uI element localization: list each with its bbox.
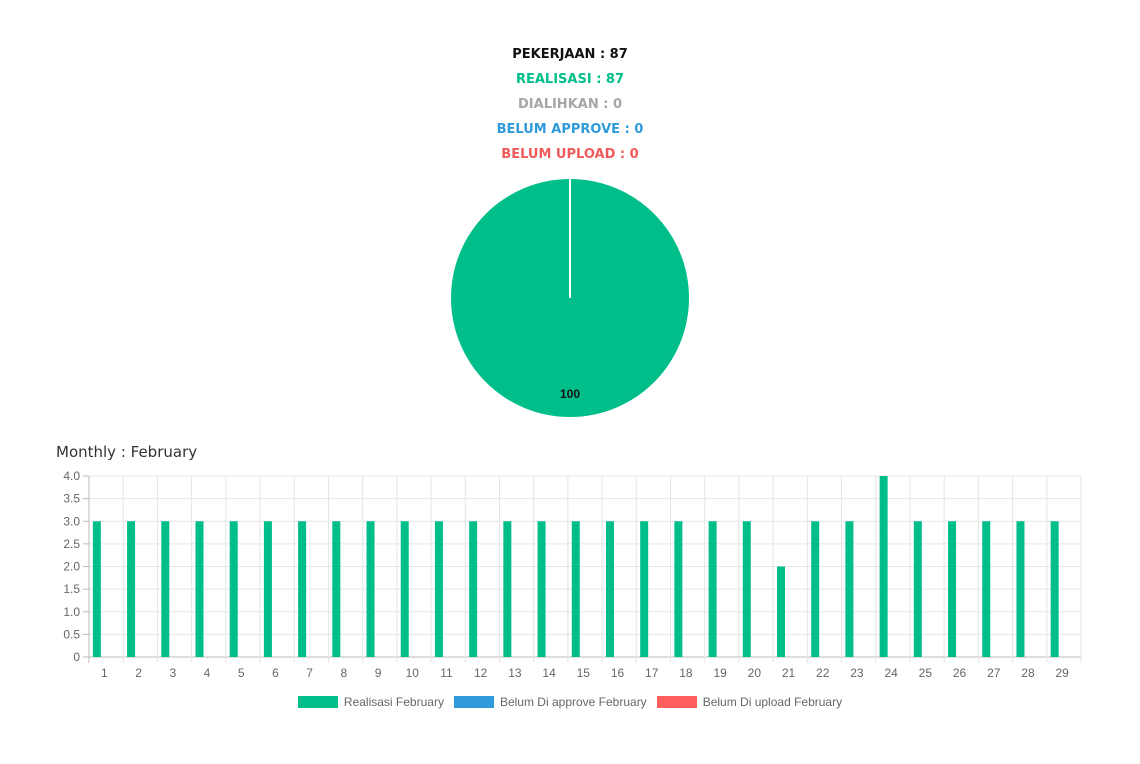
monthly-title: Monthly : February — [56, 443, 198, 461]
x-tick-label: 17 — [645, 666, 659, 680]
legend-swatch — [453, 696, 494, 708]
x-tick-label: 27 — [987, 666, 1001, 680]
x-tick-label: 23 — [850, 666, 864, 680]
legend-swatch — [297, 696, 338, 708]
bar[interactable] — [605, 521, 614, 657]
legend-item[interactable]: Belum Di approve February — [453, 695, 647, 709]
bar[interactable] — [674, 521, 683, 657]
bar[interactable] — [913, 521, 922, 657]
x-tick-label: 12 — [474, 666, 488, 680]
stat-belum-upload: BELUM UPLOAD : 0 — [501, 147, 639, 162]
bar[interactable] — [298, 521, 307, 657]
stats-summary: PEKERJAAN : 87 REALISASI : 87 DIALIHKAN … — [0, 42, 1140, 167]
legend-label: Belum Di upload February — [702, 695, 843, 709]
x-tick-label: 29 — [1056, 666, 1070, 680]
x-tick-label: 2 — [135, 666, 142, 680]
legend-item[interactable]: Belum Di upload February — [656, 695, 843, 709]
y-tick-label: 2.0 — [63, 560, 80, 574]
bar[interactable] — [982, 521, 991, 657]
y-tick-label: 1.0 — [63, 605, 80, 619]
bar[interactable] — [263, 521, 272, 657]
bar[interactable] — [879, 476, 888, 657]
x-tick-label: 8 — [340, 666, 347, 680]
monthly-bar-chart[interactable]: 00.51.01.52.02.53.03.54.01 2 3 4 5 6 7 8 9 10 11 12… — [0, 466, 1140, 691]
bar[interactable] — [161, 521, 170, 657]
y-tick-label: 0 — [73, 650, 80, 664]
x-tick-label: 19 — [713, 666, 727, 680]
legend-label: Belum Di approve February — [499, 695, 647, 709]
y-tick-label: 3.0 — [63, 514, 80, 528]
stat-dialihkan: DIALIHKAN : 0 — [518, 97, 622, 112]
x-tick-label: 10 — [406, 666, 420, 680]
y-tick-label: 2.5 — [63, 537, 80, 551]
x-tick-label: 1 — [101, 666, 108, 680]
x-tick-label: 5 — [238, 666, 245, 680]
bar[interactable] — [948, 521, 957, 657]
bar[interactable] — [503, 521, 512, 657]
x-tick-label: 20 — [748, 666, 762, 680]
bar[interactable] — [571, 521, 580, 657]
bar[interactable] — [332, 521, 341, 657]
chart-legend[interactable]: Realisasi February Belum Di approve Febru… — [0, 695, 1140, 709]
x-tick-label: 9 — [375, 666, 382, 680]
pie-chart[interactable]: 100 — [450, 178, 690, 418]
x-tick-label: 25 — [919, 666, 933, 680]
x-tick-label: 3 — [169, 666, 176, 680]
stat-belum-approve: BELUM APPROVE : 0 — [496, 122, 644, 137]
x-tick-label: 28 — [1021, 666, 1035, 680]
x-tick-label: 21 — [782, 666, 796, 680]
x-tick-label: 26 — [953, 666, 967, 680]
bar[interactable] — [229, 521, 238, 657]
stat-realisasi: REALISASI : 87 — [515, 72, 625, 87]
x-tick-label: 11 — [440, 666, 453, 680]
bar[interactable] — [127, 521, 136, 657]
x-tick-label: 16 — [611, 666, 625, 680]
bar[interactable] — [845, 521, 854, 657]
y-tick-label: 0.5 — [63, 627, 80, 641]
bar[interactable] — [92, 521, 101, 657]
x-tick-label: 4 — [204, 666, 211, 680]
x-tick-label: 18 — [679, 666, 693, 680]
x-tick-label: 6 — [272, 666, 279, 680]
x-tick-label: 22 — [816, 666, 830, 680]
x-tick-label: 24 — [884, 666, 898, 680]
y-tick-label: 3.5 — [63, 492, 80, 506]
bar[interactable] — [469, 521, 478, 657]
pie-data-label: 100 — [560, 387, 580, 401]
bar[interactable] — [640, 521, 649, 657]
bar[interactable] — [195, 521, 204, 657]
bar[interactable] — [1016, 521, 1025, 657]
bar[interactable] — [434, 521, 443, 657]
x-tick-label: 13 — [508, 666, 522, 680]
legend-label: Realisasi February — [343, 695, 444, 709]
legend-item[interactable]: Realisasi February — [297, 695, 444, 709]
y-tick-label: 4.0 — [63, 469, 80, 483]
stat-pekerjaan: PEKERJAAN : 87 — [512, 47, 628, 62]
bar[interactable] — [400, 521, 409, 657]
y-tick-label: 1.5 — [63, 582, 80, 596]
x-tick-label: 7 — [306, 666, 313, 680]
bar[interactable] — [811, 521, 820, 657]
bar[interactable] — [537, 521, 546, 657]
bar[interactable] — [366, 521, 375, 657]
bar[interactable] — [708, 521, 717, 657]
bar[interactable] — [777, 566, 786, 658]
x-tick-label: 15 — [577, 666, 591, 680]
x-tick-label: 14 — [542, 666, 556, 680]
bar[interactable] — [742, 521, 751, 657]
legend-swatch — [656, 696, 697, 708]
bar[interactable] — [1050, 521, 1059, 657]
